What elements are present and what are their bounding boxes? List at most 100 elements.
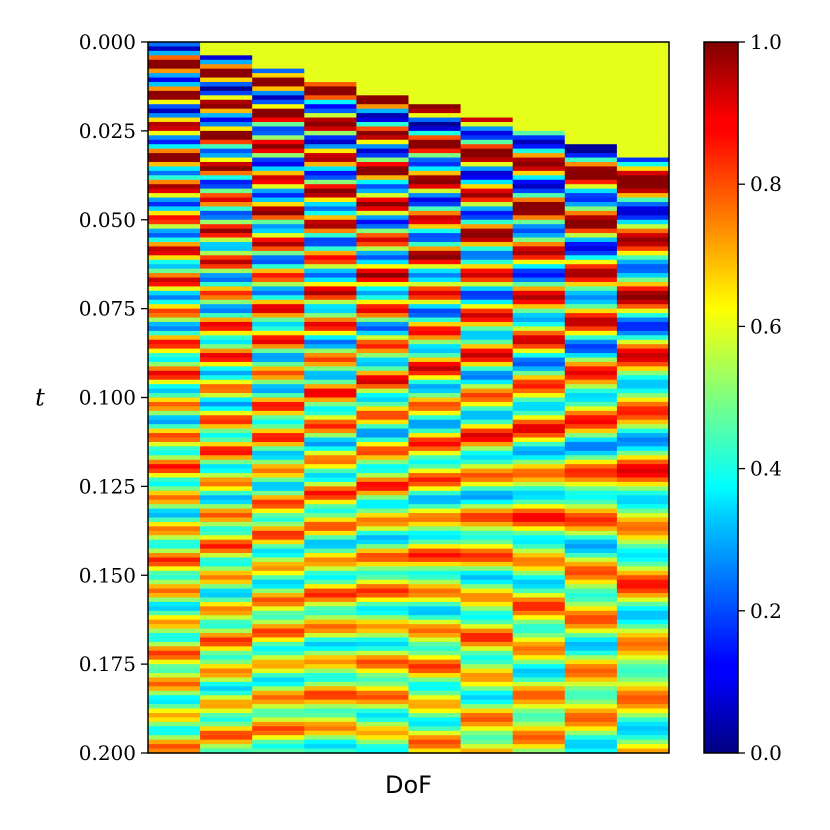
heatmap-cell: [408, 375, 462, 381]
heatmap-cell: [564, 144, 618, 150]
heatmap-cell: [356, 473, 410, 479]
heatmap-cell: [460, 384, 514, 390]
heatmap-cell: [252, 304, 305, 310]
heatmap-cell: [460, 633, 514, 639]
heatmap-cell: [200, 686, 253, 692]
heatmap-cell: [408, 397, 462, 403]
heatmap-cell: [304, 224, 357, 230]
heatmap-cell: [304, 166, 357, 172]
heatmap-cell: [356, 713, 410, 719]
heatmap-cell: [512, 401, 566, 407]
heatmap-cell: [512, 161, 566, 168]
heatmap-cell: [616, 188, 670, 194]
heatmap-cell: [408, 570, 462, 576]
heatmap-cell: [356, 730, 410, 736]
heatmap-cell: [356, 81, 410, 88]
heatmap-cell: [460, 215, 514, 221]
heatmap-cell: [564, 584, 618, 590]
heatmap-cell: [408, 490, 462, 496]
heatmap-cell: [564, 415, 618, 421]
heatmap-cell: [304, 673, 357, 679]
heatmap-cell: [512, 295, 566, 301]
heatmap-cell: [148, 548, 201, 554]
heatmap-cell: [304, 55, 357, 61]
heatmap-cell: [460, 46, 514, 52]
heatmap-cells: [148, 42, 670, 754]
heatmap-cell: [616, 210, 670, 216]
heatmap-cell: [616, 455, 670, 461]
heatmap-cell: [616, 708, 670, 714]
heatmap-cell: [460, 481, 514, 487]
heatmap-cell: [460, 513, 514, 519]
heatmap-cell: [304, 473, 357, 479]
heatmap-cell: [460, 406, 514, 412]
heatmap-cell: [200, 681, 253, 687]
heatmap-cell: [512, 175, 566, 181]
heatmap-cell: [304, 695, 357, 701]
heatmap-cell: [408, 379, 462, 385]
heatmap-cell: [564, 219, 618, 225]
heatmap-cell: [356, 286, 410, 292]
heatmap-cell: [356, 281, 410, 287]
heatmap-cell: [304, 713, 357, 719]
heatmap-cell: [512, 544, 566, 550]
heatmap-cell: [252, 77, 305, 83]
heatmap-cell: [460, 335, 514, 341]
heatmap-cell: [252, 717, 305, 723]
heatmap-cell: [408, 437, 462, 443]
heatmap-cell: [512, 659, 566, 665]
heatmap-cell: [200, 428, 253, 434]
heatmap-cell: [200, 659, 253, 665]
heatmap-cell: [252, 233, 305, 239]
heatmap-cell: [252, 641, 305, 647]
heatmap-cell: [304, 108, 357, 114]
heatmap-cell: [356, 610, 410, 616]
heatmap-cell: [304, 335, 357, 341]
heatmap-cell: [304, 601, 357, 607]
heatmap-cell: [616, 184, 670, 190]
heatmap-cell: [460, 144, 514, 150]
heatmap-cell: [148, 646, 201, 652]
heatmap-cell: [408, 50, 462, 56]
heatmap-cell: [460, 530, 514, 536]
heatmap-cell: [616, 59, 670, 65]
heatmap-cell: [252, 273, 305, 279]
heatmap-cell: [304, 668, 357, 674]
heatmap-cell: [616, 459, 670, 465]
heatmap-cell: [512, 601, 566, 607]
heatmap-cell: [356, 490, 410, 496]
heatmap-cell: [512, 490, 566, 496]
heatmap-cell: [512, 477, 566, 483]
heatmap-cell: [616, 699, 670, 705]
heatmap-cell: [564, 339, 618, 345]
heatmap-cell: [512, 304, 566, 310]
heatmap-cell: [564, 677, 618, 683]
heatmap-cell: [356, 295, 410, 301]
heatmap-cell: [408, 504, 462, 510]
heatmap-cell: [616, 628, 670, 634]
heatmap-cell: [252, 68, 305, 74]
heatmap-cell: [200, 388, 253, 394]
heatmap-cell: [564, 42, 618, 48]
heatmap-cell: [616, 126, 670, 132]
heatmap-cell: [304, 193, 357, 199]
heatmap-cell: [252, 308, 305, 314]
heatmap-cell: [408, 157, 462, 163]
heatmap-cell: [148, 379, 201, 385]
heatmap-cell: [408, 188, 462, 194]
heatmap-cell: [252, 348, 305, 354]
heatmap-cell: [148, 601, 201, 607]
heatmap-cell: [408, 646, 462, 652]
heatmap-cell: [408, 717, 462, 723]
heatmap-cell: [616, 353, 670, 359]
heatmap-cell: [200, 406, 253, 412]
heatmap-cell: [564, 335, 618, 341]
heatmap-cell: [148, 335, 201, 341]
heatmap-cell: [148, 401, 201, 407]
heatmap-cell: [148, 55, 201, 61]
heatmap-cell: [564, 388, 618, 394]
heatmap-cell: [148, 175, 201, 181]
heatmap-cell: [616, 290, 670, 296]
heatmap-cell: [460, 584, 514, 590]
heatmap-cell: [408, 473, 462, 479]
